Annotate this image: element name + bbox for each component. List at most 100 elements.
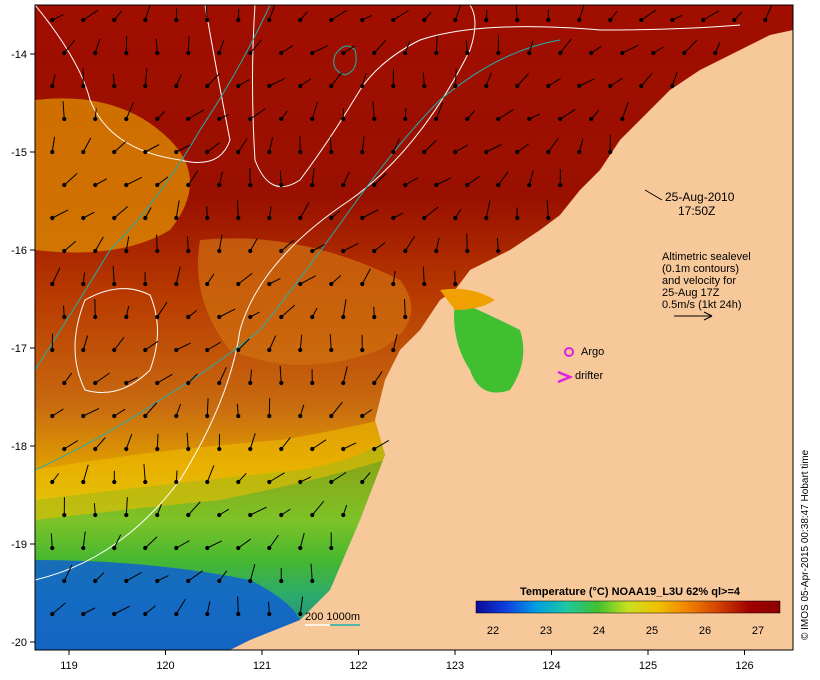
velocity-arrow: [422, 266, 425, 285]
velocity-arrow: [279, 170, 282, 186]
velocity-arrow: [206, 465, 215, 483]
velocity-arrow-base: [496, 50, 501, 56]
svg-text:25-Aug 17Z: 25-Aug 17Z: [662, 287, 720, 299]
lon-tick-label: 121: [253, 660, 271, 672]
longitude-axis: 119 120 121 122 123 124 125 126: [60, 650, 754, 672]
svg-text:and velocity for: and velocity for: [662, 275, 736, 287]
velocity-arrow-base: [279, 50, 284, 56]
velocity-arrow: [51, 602, 66, 615]
timestamp-date: 25-Aug-2010: [665, 190, 735, 204]
velocity-arrow-base: [298, 545, 303, 551]
velocity-arrow-base: [589, 116, 594, 122]
velocity-arrow-base: [62, 446, 67, 452]
velocity-arrow-base: [50, 17, 55, 23]
velocity-arrow-base: [670, 83, 675, 89]
velocity-arrow-base: [465, 116, 470, 122]
velocity-arrow-base: [372, 248, 377, 254]
velocity-arrow: [392, 138, 400, 153]
velocity-arrow-base: [515, 17, 520, 23]
velocity-arrow-base: [124, 380, 129, 386]
timestamp-pointer: [644, 189, 663, 201]
velocity-arrow-base: [341, 116, 346, 122]
velocity-arrow-base: [205, 545, 210, 551]
lat-tick-label: -15: [11, 147, 27, 159]
velocity-arrow: [329, 137, 332, 153]
velocity-arrow-base: [143, 149, 148, 155]
velocity-arrow-base: [217, 578, 222, 584]
altimetry-note: Altimetric sealevel (0.1m contours) and …: [662, 251, 751, 321]
velocity-arrow: [392, 334, 398, 351]
velocity-arrow: [516, 143, 530, 153]
argo-marker: [564, 347, 574, 357]
lon-tick-label: 119: [60, 660, 78, 672]
velocity-arrow: [175, 266, 181, 285]
velocity-arrow: [113, 534, 122, 549]
velocity-arrow: [330, 275, 342, 285]
lat-tick-label: -17: [11, 343, 27, 355]
velocity-arrow-base: [329, 545, 334, 551]
velocity-arrow: [156, 176, 169, 186]
velocity-arrow: [207, 540, 222, 549]
velocity-arrow: [82, 335, 89, 351]
velocity-arrow: [176, 540, 190, 549]
bathymetry-label: 200 1000m: [305, 611, 360, 623]
velocity-arrow: [113, 336, 125, 351]
velocity-arrow-base: [298, 611, 303, 617]
velocity-arrow: [113, 141, 127, 153]
velocity-arrow: [559, 38, 572, 54]
velocity-arrow: [361, 135, 365, 153]
velocity-arrow: [423, 206, 439, 219]
velocity-arrow: [207, 341, 222, 351]
velocity-arrow-base: [93, 380, 98, 386]
velocity-arrow-base: [62, 380, 67, 386]
velocity-arrow-base: [248, 50, 253, 56]
velocity-arrow-base: [670, 17, 675, 23]
velocity-arrow: [126, 376, 139, 384]
velocity-arrow-base: [93, 512, 98, 518]
velocity-arrow: [404, 236, 415, 252]
velocity-arrow-base: [558, 50, 563, 56]
velocity-arrow-base: [50, 479, 55, 485]
velocity-arrow-base: [310, 446, 315, 452]
velocity-arrow: [485, 72, 492, 87]
velocity-arrow-base: [298, 479, 303, 485]
velocity-arrow: [249, 369, 253, 384]
velocity-arrow: [311, 439, 327, 450]
latitude-axis: -14 -15 -16 -17 -18 -19 -20: [11, 49, 35, 649]
velocity-arrow-base: [62, 116, 67, 122]
velocity-arrow-base: [267, 83, 272, 89]
velocity-arrow-base: [143, 347, 148, 353]
velocity-arrow-base: [310, 116, 315, 122]
velocity-arrow-base: [205, 215, 210, 221]
velocity-arrow-base: [217, 380, 222, 386]
velocity-arrow: [300, 275, 316, 285]
velocity-arrow-base: [236, 545, 241, 551]
velocity-arrow-base: [174, 215, 179, 221]
velocity-arrow-base: [391, 347, 396, 353]
velocity-arrow-base: [112, 413, 117, 419]
velocity-arrow: [331, 471, 347, 483]
velocity-arrow-base: [279, 314, 284, 320]
velocity-arrow-base: [434, 182, 439, 188]
svg-text:(0.1m contours): (0.1m contours): [662, 263, 739, 275]
velocity-arrow-base: [217, 512, 222, 518]
velocity-arrow-base: [267, 545, 272, 551]
velocity-arrow-base: [279, 512, 284, 518]
velocity-arrow-base: [50, 281, 55, 287]
velocity-arrow-base: [453, 281, 458, 287]
velocity-arrow-base: [248, 314, 253, 320]
velocity-arrow-base: [329, 347, 334, 353]
sst-yellow-band: [35, 420, 385, 520]
bay-green: [454, 300, 524, 393]
colorbar-title: Temperature (°C) NOAA19_L3U 62% ql>=4: [520, 586, 741, 598]
velocity-arrow-base: [310, 578, 315, 584]
velocity-arrow: [206, 601, 211, 615]
velocity-arrow-base: [639, 17, 644, 23]
velocity-arrow: [218, 234, 223, 252]
velocity-arrow-base: [93, 314, 98, 320]
velocity-arrow: [144, 402, 158, 417]
lon-tick-label: 124: [542, 660, 560, 672]
velocity-arrow: [279, 365, 282, 384]
velocity-arrow-base: [174, 413, 179, 419]
velocity-arrow-base: [372, 314, 377, 320]
